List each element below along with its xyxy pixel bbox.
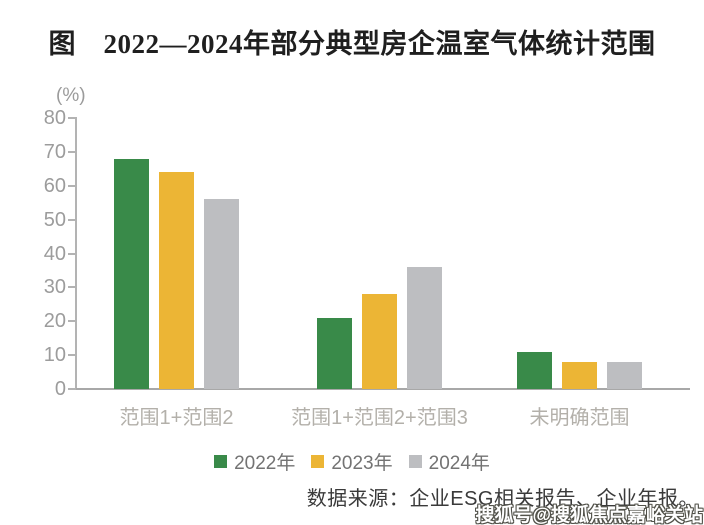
watermark: 搜狐号@搜狐焦点嘉峪关站 [475,505,703,525]
bar-2023年-未明确范围 [562,361,597,389]
y-tick-label: 30 [43,276,66,299]
x-category-label: 未明确范围 [529,407,630,429]
y-tick-label: 70 [43,140,66,163]
bar-2024年-范围1+范围2 [204,199,239,389]
legend-swatch-icon [214,455,228,468]
bar-2023年-范围1+范围2 [159,172,194,389]
y-tick-mark [68,184,76,187]
bar-2022年-范围1+范围2+范围3 [317,317,352,389]
y-tick-mark [68,218,76,221]
bar-2024年-未明确范围 [607,361,642,389]
x-axis-line [75,388,690,390]
y-axis-line [75,117,77,390]
y-tick-mark [68,388,76,390]
chart-title: 图 2022—2024年部分典型房企温室气体统计范围 [48,29,656,59]
legend: 2022年 2023年 2024年 [0,448,704,475]
y-tick-label: 40 [43,242,66,265]
bar-2022年-范围1+范围2 [114,158,149,389]
y-tick-label: 10 [43,344,66,367]
legend-label: 2022年 [234,453,296,474]
bar-2022年-未明确范围 [517,351,552,389]
y-tick-label: 80 [43,107,66,129]
y-tick-label: 20 [43,310,66,333]
legend-item-2022年: 2022年 [214,448,295,475]
legend-label: 2024年 [428,453,490,474]
source-note: 数据来源：企业ESG相关报告、企业年报。 [306,488,699,510]
y-tick-mark [68,354,76,357]
bar-2024年-范围1+范围2+范围3 [407,267,442,389]
y-tick-label: 60 [43,174,66,197]
y-tick-mark [68,286,76,289]
y-axis-unit-label: (%) [56,85,86,106]
legend-item-2023年: 2023年 [311,448,393,475]
y-tick-label: 50 [43,208,66,231]
y-tick-mark [68,252,76,255]
legend-swatch-icon [311,455,325,468]
bar-2023年-范围1+范围2+范围3 [362,294,397,389]
y-tick-label: 0 [54,378,66,400]
x-category-label: 范围1+范围2+范围3 [291,407,468,429]
legend-swatch-icon [408,455,422,468]
y-tick-mark [68,150,76,153]
legend-label: 2023年 [331,453,393,474]
x-category-label: 范围1+范围2 [119,407,234,429]
legend-item-2024年: 2024年 [408,448,490,475]
y-tick-mark [68,117,76,119]
y-tick-mark [68,320,76,323]
